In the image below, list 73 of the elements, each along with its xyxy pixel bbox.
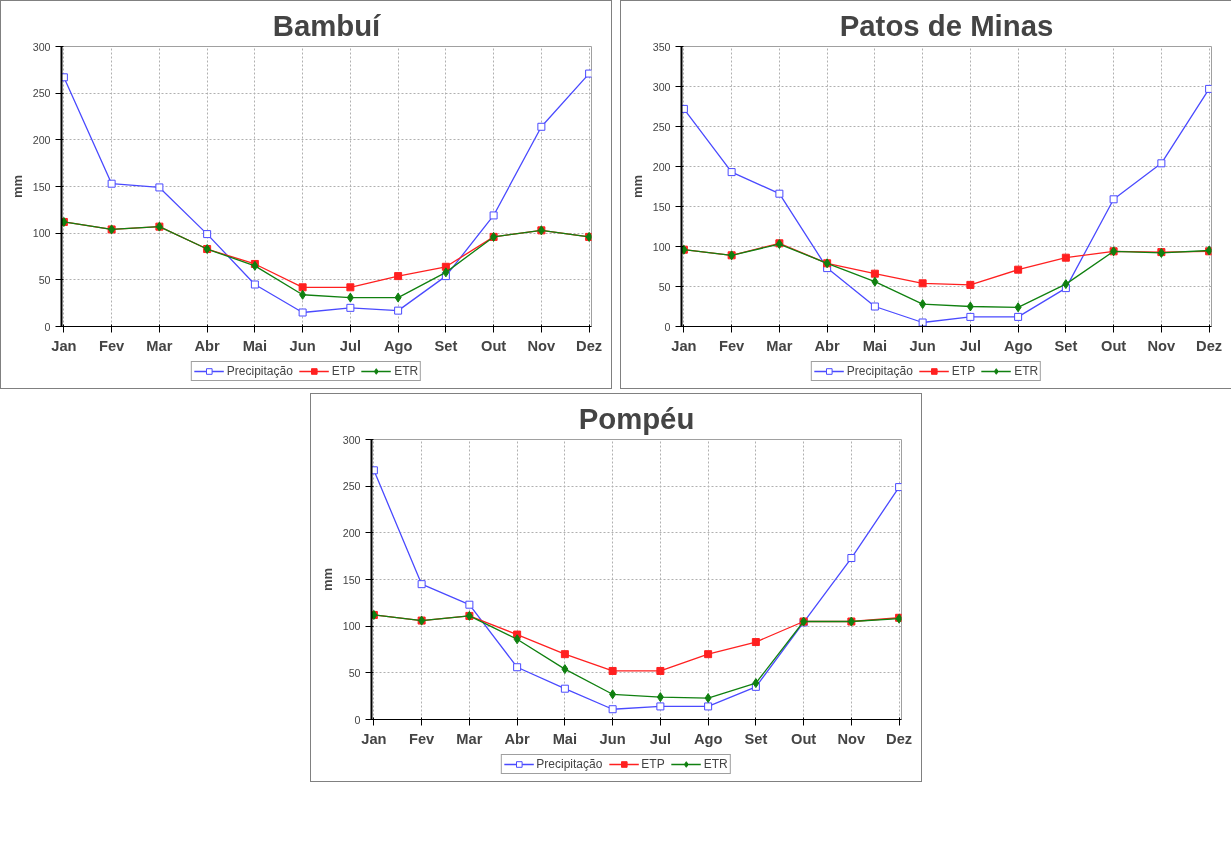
legend-label: ETR	[1014, 364, 1039, 378]
y-axis-title: mm	[9, 174, 25, 199]
legend-label: ETP	[951, 364, 976, 378]
x-tick-label: Set	[434, 337, 458, 354]
y-tick-label: 0	[664, 320, 671, 333]
y-tick-label: 0	[44, 320, 51, 333]
x-tick-label: Mai	[552, 730, 577, 747]
x-tick-label: Out	[790, 730, 816, 747]
x-tick-label: Dez	[576, 337, 603, 354]
x-tick-label: Ago	[383, 337, 413, 354]
x-tick-label: Mar	[146, 337, 173, 354]
y-tick-label: 200	[652, 160, 671, 173]
x-tick-label: Mai	[242, 337, 268, 354]
y-tick-label: 150	[342, 573, 361, 586]
y-tick-label: 300	[652, 80, 671, 93]
x-tick-label: Dez	[885, 730, 912, 747]
legend-label: Precipitação	[536, 757, 603, 771]
y-tick-label: 200	[342, 526, 361, 539]
x-tick-label: Jan	[360, 730, 387, 747]
x-tick-label: Nov	[837, 730, 866, 747]
y-tick-label: 250	[342, 480, 361, 493]
x-tick-label: Abr	[504, 730, 530, 747]
legend-label: ETR	[703, 757, 728, 771]
x-tick-label: Out	[481, 337, 507, 354]
x-tick-label: Fev	[408, 730, 435, 747]
y-tick-label: 50	[658, 280, 671, 293]
legend-label: ETP	[641, 757, 665, 771]
y-tick-label: 200	[32, 133, 51, 146]
x-tick-label: Jan	[51, 337, 77, 354]
x-tick-label: Abr	[194, 337, 221, 354]
y-tick-label: 250	[32, 87, 51, 100]
y-tick-label: 150	[32, 180, 51, 193]
y-axis-title: mm	[629, 174, 645, 199]
x-tick-label: Jun	[289, 337, 316, 354]
y-tick-label: 100	[32, 227, 51, 240]
legend-label: Precipitação	[226, 364, 293, 378]
y-tick-label: 50	[38, 273, 51, 286]
x-tick-label: Jul	[959, 337, 981, 354]
y-tick-label: 250	[652, 120, 671, 133]
x-tick-label: Nov	[527, 337, 557, 354]
legend-label: Precipitação	[846, 364, 913, 378]
y-tick-label: 150	[652, 200, 671, 213]
y-tick-label: 100	[652, 240, 671, 253]
x-tick-label: Jun	[909, 337, 936, 354]
y-tick-label: 50	[348, 666, 361, 679]
x-tick-label: Dez	[1196, 337, 1223, 354]
y-axis-title: mm	[319, 567, 335, 592]
x-tick-label: Mar	[455, 730, 483, 747]
legend-label: ETP	[331, 364, 356, 378]
x-tick-label: Mai	[862, 337, 888, 354]
x-tick-label: Fev	[99, 337, 126, 354]
y-tick-label: 300	[342, 433, 361, 446]
y-tick-label: 100	[342, 620, 361, 633]
x-tick-label: Set	[743, 730, 767, 747]
x-tick-label: Out	[1101, 337, 1127, 354]
y-tick-label: 350	[652, 40, 671, 53]
legend-label: ETR	[394, 364, 419, 378]
x-tick-label: Set	[1054, 337, 1078, 354]
chart-title: Patos de Minas	[839, 8, 1054, 42]
y-tick-label: 0	[354, 713, 361, 726]
x-tick-label: Ago	[1003, 337, 1033, 354]
x-tick-label: Fev	[719, 337, 746, 354]
chart-title: Bambuí	[272, 8, 382, 42]
chart-title: Pompéu	[578, 401, 694, 435]
x-tick-label: Ago	[693, 730, 722, 747]
x-tick-label: Abr	[814, 337, 841, 354]
y-tick-label: 300	[32, 40, 51, 53]
x-tick-label: Jul	[649, 730, 671, 747]
x-tick-label: Jan	[671, 337, 697, 354]
x-tick-label: Mar	[766, 337, 793, 354]
x-tick-label: Jun	[599, 730, 626, 747]
x-tick-label: Nov	[1147, 337, 1177, 354]
x-tick-label: Jul	[339, 337, 361, 354]
